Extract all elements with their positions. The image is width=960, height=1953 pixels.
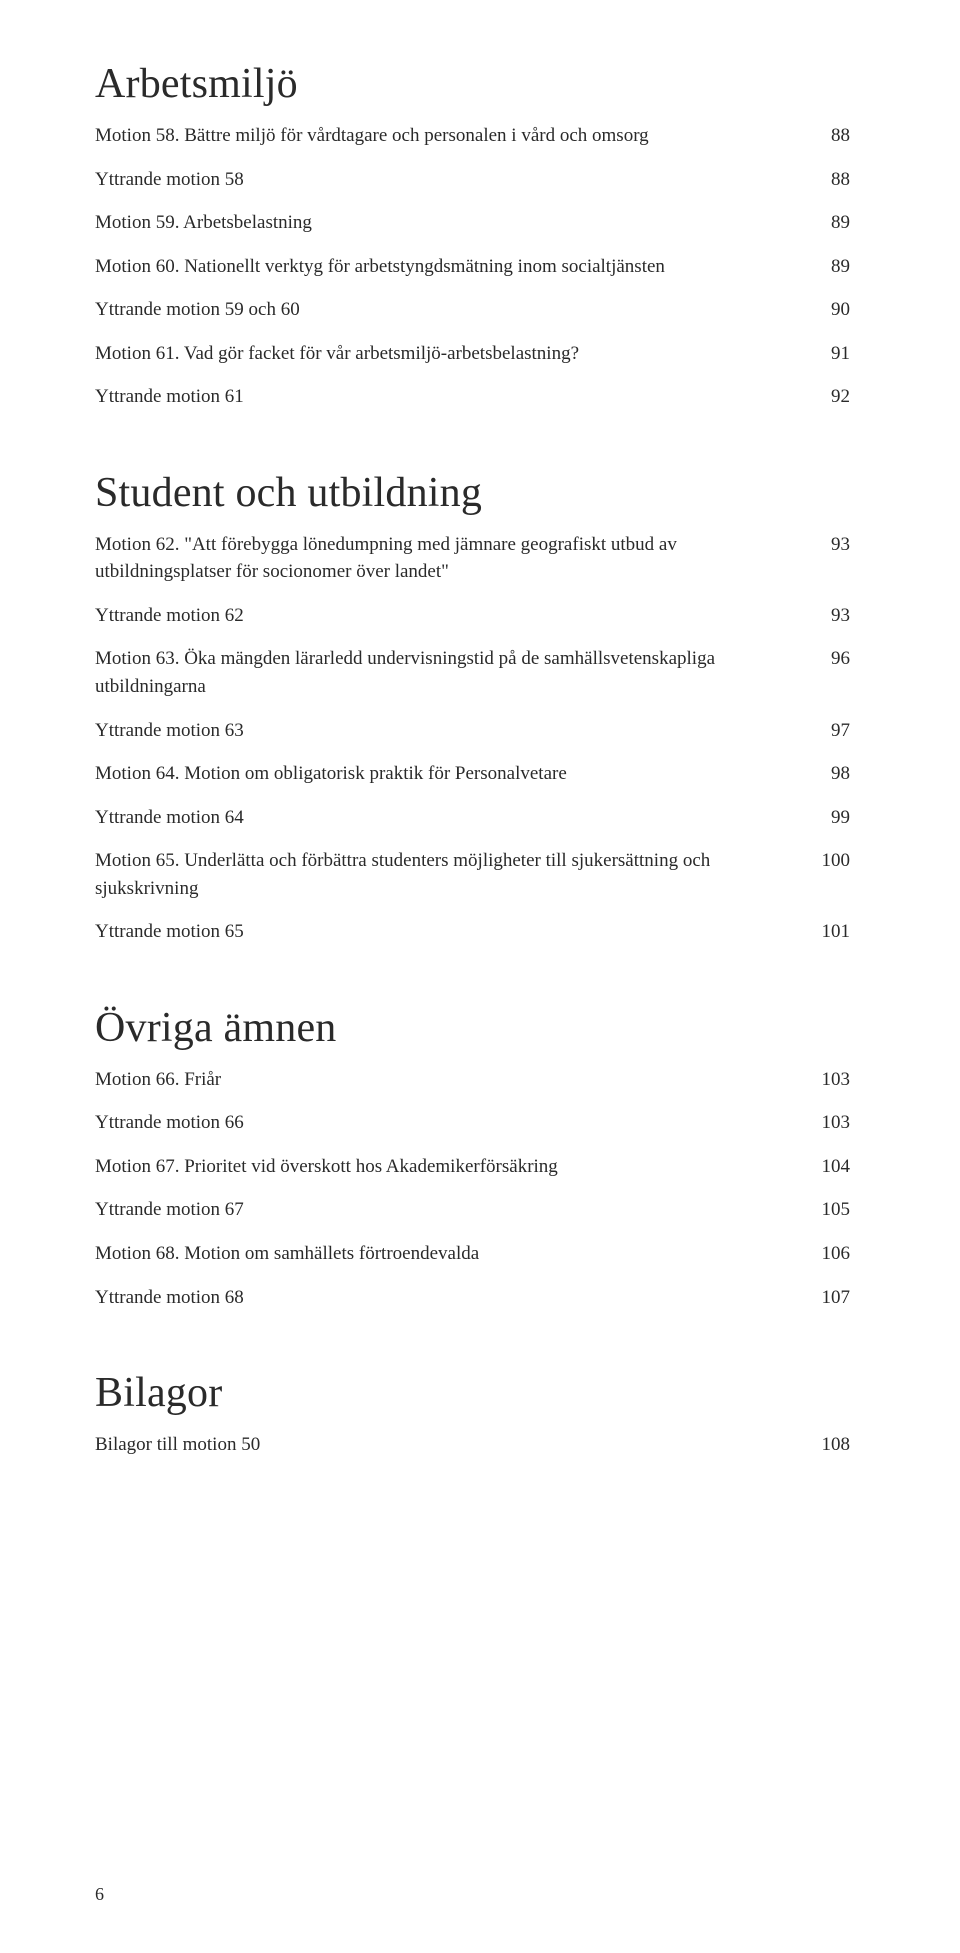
toc-row: Yttrande motion 67105 <box>95 1196 850 1224</box>
toc-label: Motion 67. Prioritet vid överskott hos A… <box>95 1153 800 1181</box>
toc-label: Yttrande motion 64 <box>95 804 800 832</box>
toc-label: Yttrande motion 65 <box>95 918 800 946</box>
toc-row: Yttrande motion 68107 <box>95 1284 850 1312</box>
toc-page-number: 88 <box>800 122 850 150</box>
toc-row: Motion 60. Nationellt verktyg för arbets… <box>95 253 850 281</box>
toc-page-number: 96 <box>800 645 850 673</box>
toc-page-number: 100 <box>800 847 850 875</box>
toc-page-number: 103 <box>800 1109 850 1137</box>
toc-label: Motion 60. Nationellt verktyg för arbets… <box>95 253 800 281</box>
section-heading: Student och utbildning <box>95 469 850 517</box>
toc-row: Yttrande motion 6293 <box>95 602 850 630</box>
toc-page-number: 106 <box>800 1240 850 1268</box>
toc-row: Yttrande motion 59 och 6090 <box>95 296 850 324</box>
toc-page-number: 90 <box>800 296 850 324</box>
toc-page-number: 103 <box>800 1066 850 1094</box>
toc-page-number: 92 <box>800 383 850 411</box>
toc-page-number: 91 <box>800 340 850 368</box>
toc-page-number: 93 <box>800 531 850 559</box>
toc-label: Motion 68. Motion om samhällets förtroen… <box>95 1240 800 1268</box>
section-heading: Bilagor <box>95 1369 850 1417</box>
toc-page-number: 104 <box>800 1153 850 1181</box>
toc-label: Yttrande motion 59 och 60 <box>95 296 800 324</box>
toc-label: Motion 63. Öka mängden lärarledd undervi… <box>95 645 800 700</box>
toc-label: Yttrande motion 68 <box>95 1284 800 1312</box>
toc-row: Motion 64. Motion om obligatorisk prakti… <box>95 760 850 788</box>
toc-row: Yttrande motion 66103 <box>95 1109 850 1137</box>
toc-section: Arbetsmiljö Motion 58. Bättre miljö för v… <box>95 60 850 411</box>
toc-row: Motion 61. Vad gör facket för vår arbets… <box>95 340 850 368</box>
toc-page-number: 89 <box>800 253 850 281</box>
toc-page-number: 108 <box>800 1431 850 1459</box>
section-heading: Övriga ämnen <box>95 1004 850 1052</box>
toc-page-number: 107 <box>800 1284 850 1312</box>
toc-row: Yttrande motion 6192 <box>95 383 850 411</box>
toc-row: Yttrande motion 6499 <box>95 804 850 832</box>
toc-label: Yttrande motion 62 <box>95 602 800 630</box>
toc-label: Bilagor till motion 50 <box>95 1431 800 1459</box>
toc-label: Motion 66. Friår <box>95 1066 800 1094</box>
toc-row: Motion 63. Öka mängden lärarledd undervi… <box>95 645 850 700</box>
toc-label: Motion 62. "Att förebygga lönedumpning m… <box>95 531 800 586</box>
toc-label: Yttrande motion 61 <box>95 383 800 411</box>
toc-page-number: 97 <box>800 717 850 745</box>
toc-row: Motion 66. Friår103 <box>95 1066 850 1094</box>
toc-row: Motion 59. Arbetsbelastning89 <box>95 209 850 237</box>
toc-row: Yttrande motion 6397 <box>95 717 850 745</box>
toc-label: Yttrande motion 58 <box>95 166 800 194</box>
toc-row: Motion 68. Motion om samhällets förtroen… <box>95 1240 850 1268</box>
toc-label: Yttrande motion 66 <box>95 1109 800 1137</box>
toc-page-number: 99 <box>800 804 850 832</box>
section-heading: Arbetsmiljö <box>95 60 850 108</box>
toc-row: Bilagor till motion 50108 <box>95 1431 850 1459</box>
toc-section: Bilagor Bilagor till motion 50108 <box>95 1369 850 1459</box>
toc-page-number: 88 <box>800 166 850 194</box>
toc-row: Motion 62. "Att förebygga lönedumpning m… <box>95 531 850 586</box>
toc-page-number: 89 <box>800 209 850 237</box>
toc-label: Motion 59. Arbetsbelastning <box>95 209 800 237</box>
toc-row: Yttrande motion 65101 <box>95 918 850 946</box>
toc-label: Motion 65. Underlätta och förbättra stud… <box>95 847 800 902</box>
toc-page-number: 98 <box>800 760 850 788</box>
toc-page-number: 101 <box>800 918 850 946</box>
toc-section: Övriga ämnenMotion 66. Friår103Yttrande … <box>95 1004 850 1311</box>
toc-row: Motion 67. Prioritet vid överskott hos A… <box>95 1153 850 1181</box>
toc-label: Yttrande motion 67 <box>95 1196 800 1224</box>
page-number: 6 <box>95 1884 104 1905</box>
toc-label: Motion 61. Vad gör facket för vår arbets… <box>95 340 800 368</box>
toc-row: Yttrande motion 5888 <box>95 166 850 194</box>
toc-label: Motion 64. Motion om obligatorisk prakti… <box>95 760 800 788</box>
toc-label: Motion 58. Bättre miljö för vårdtagare o… <box>95 122 800 150</box>
toc-page-number: 105 <box>800 1196 850 1224</box>
toc-page-number: 93 <box>800 602 850 630</box>
toc-section: Student och utbildning Motion 62. "Att fö… <box>95 469 850 946</box>
toc-row: Motion 65. Underlätta och förbättra stud… <box>95 847 850 902</box>
toc-label: Yttrande motion 63 <box>95 717 800 745</box>
toc-row: Motion 58. Bättre miljö för vårdtagare o… <box>95 122 850 150</box>
